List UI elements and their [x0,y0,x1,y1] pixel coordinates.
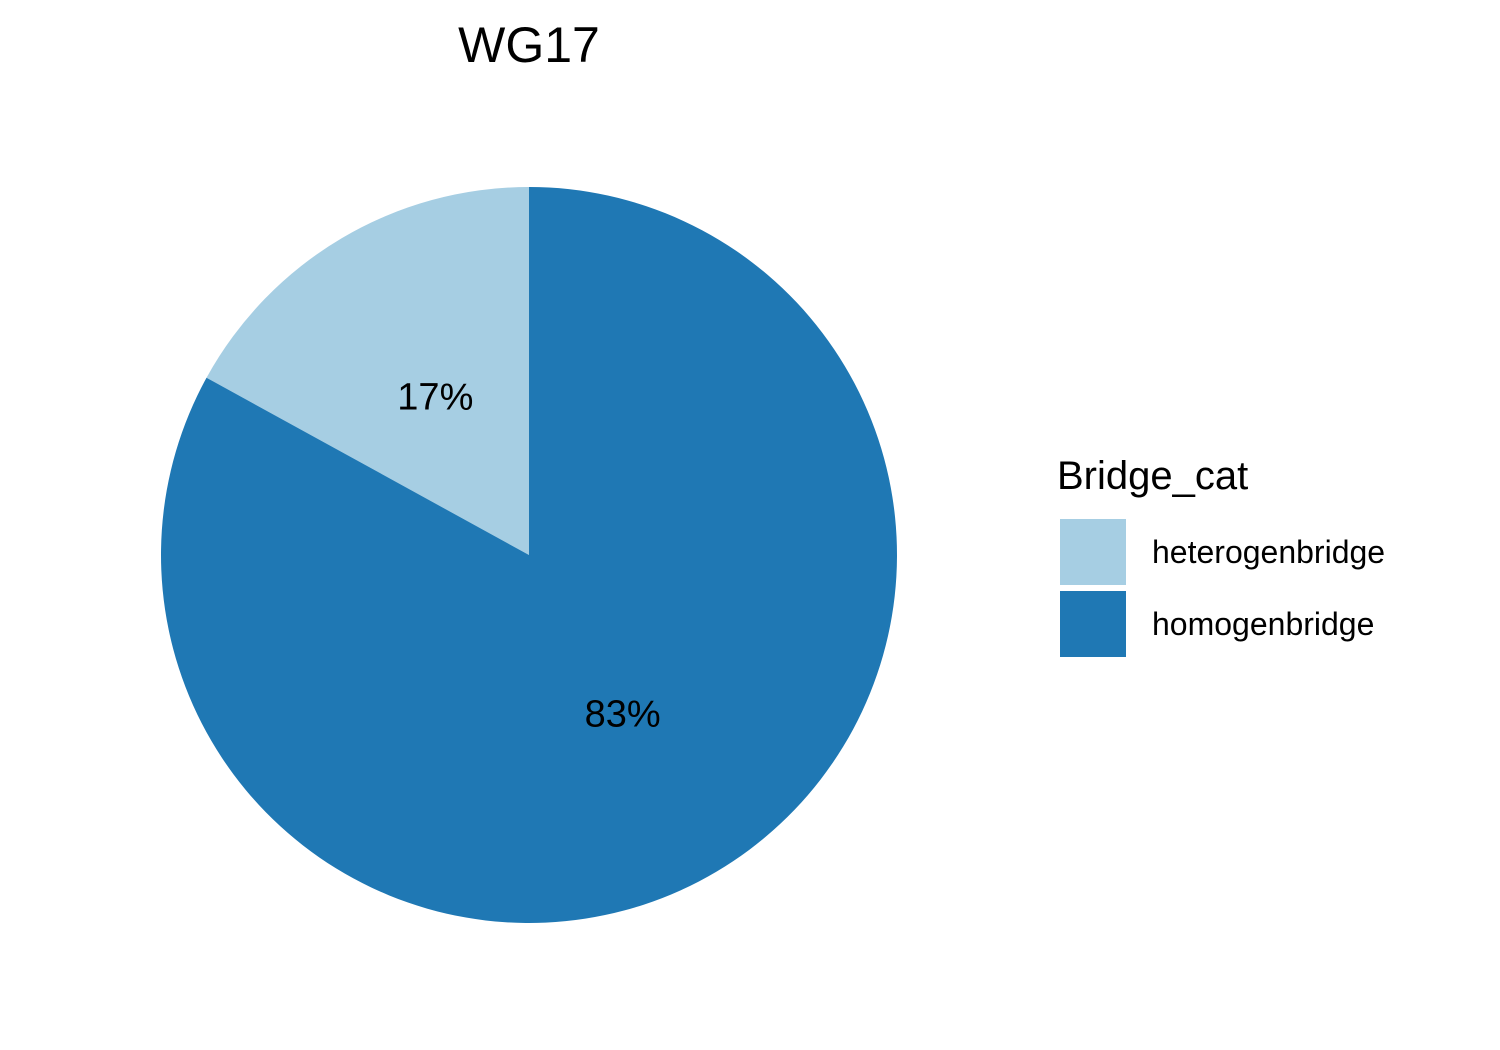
pie-slice-homogenbridge [161,187,898,924]
legend: Bridge_cat heterogenbridge homogenbridge [1057,454,1385,657]
legend-items: heterogenbridge homogenbridge [1060,519,1385,657]
legend-title: Bridge_cat [1057,454,1248,498]
slice-label-heterogenbridge: 17% [397,377,473,419]
legend-label-heterogenbridge: heterogenbridge [1152,534,1385,570]
pie-slice-heterogenbridge [206,187,529,555]
pie-slices [161,187,898,924]
legend-swatch-homogenbridge [1060,591,1126,657]
legend-label-homogenbridge: homogenbridge [1152,606,1374,642]
slice-label-homogenbridge: 83% [585,693,661,735]
legend-swatch-heterogenbridge [1060,519,1126,585]
chart-title: WG17 [458,17,600,73]
pie-slice-labels: 17% 83% [397,377,660,736]
